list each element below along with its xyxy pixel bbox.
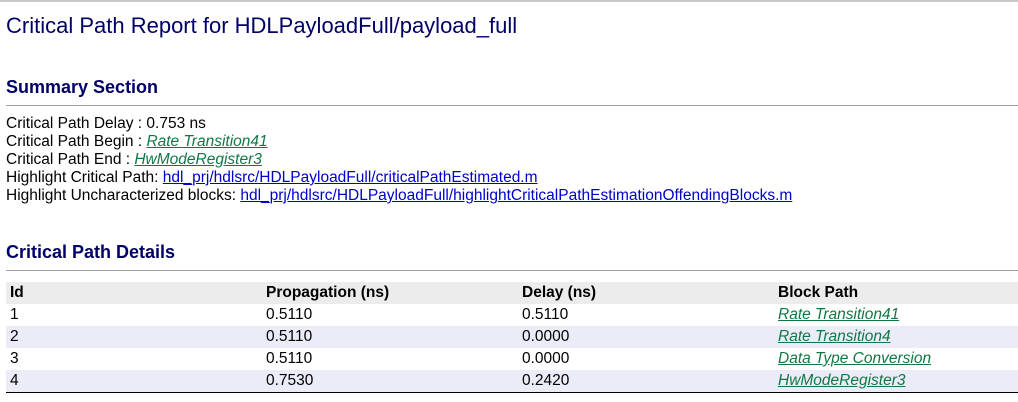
uncharacterized-script-link[interactable]: hdl_prj/hdlsrc/HDLPayloadFull/highlightC… xyxy=(240,187,793,204)
cell-delay: 0.0000 xyxy=(518,326,774,348)
table-row: 1 0.5110 0.5110 Rate Transition41 xyxy=(6,304,1018,326)
begin-block-link[interactable]: Rate Transition41 xyxy=(146,133,268,150)
highlight-critical-path-row: Highlight Critical Path: hdl_prj/hdlsrc/… xyxy=(6,169,792,187)
begin-label: Critical Path Begin : xyxy=(6,133,147,150)
cell-propagation: 0.5110 xyxy=(266,350,313,367)
cell-propagation: 0.5110 xyxy=(262,326,518,348)
highlight-uncharacterized-row: Highlight Uncharacterized blocks: hdl_pr… xyxy=(6,187,792,205)
column-header-block-path: Block Path xyxy=(774,282,1018,304)
table-header-row: Id Propagation (ns) Delay (ns) Block Pat… xyxy=(6,282,1018,304)
summary-section: Critical Path Delay : 0.753 ns Critical … xyxy=(6,115,792,205)
critical-path-begin-row: Critical Path Begin : Rate Transition41 xyxy=(6,133,792,151)
critical-path-end-row: Critical Path End : HwModeRegister3 xyxy=(6,151,792,169)
critical-path-delay-row: Critical Path Delay : 0.753 ns xyxy=(6,115,792,133)
details-heading: Critical Path Details xyxy=(6,242,176,262)
column-header-id: Id xyxy=(6,282,262,304)
block-path-link[interactable]: Data Type Conversion xyxy=(778,350,932,367)
summary-heading: Summary Section xyxy=(6,77,159,97)
block-path-link[interactable]: Rate Transition4 xyxy=(778,328,891,345)
cell-id: 2 xyxy=(6,326,262,348)
cell-block-path: Rate Transition41 xyxy=(774,304,1018,326)
cell-id: 1 xyxy=(10,306,19,323)
summary-divider xyxy=(6,105,1018,106)
details-divider xyxy=(6,270,1018,271)
cell-delay: 0.0000 xyxy=(522,350,570,367)
cell-block-path: HwModeRegister3 xyxy=(774,370,1018,393)
column-header-delay: Delay (ns) xyxy=(518,282,774,304)
end-block-link[interactable]: HwModeRegister3 xyxy=(134,151,262,168)
highlight-script-link[interactable]: hdl_prj/hdlsrc/HDLPayloadFull/criticalPa… xyxy=(162,169,538,186)
cell-propagation: 0.5110 xyxy=(266,306,313,323)
cell-delay: 0.2420 xyxy=(518,370,774,393)
block-path-link[interactable]: Rate Transition41 xyxy=(778,306,900,323)
highlight-label: Highlight Critical Path: xyxy=(6,169,163,186)
column-header-propagation: Propagation (ns) xyxy=(262,282,518,304)
cell-id: 3 xyxy=(10,350,19,367)
delay-value: 0.753 ns xyxy=(146,115,206,132)
uncharacterized-label: Highlight Uncharacterized blocks: xyxy=(6,187,241,204)
end-label: Critical Path End : xyxy=(6,151,135,168)
delay-label: Critical Path Delay : xyxy=(6,115,147,132)
table-row: 2 0.5110 0.0000 Rate Transition4 xyxy=(6,326,1018,348)
page-title: Critical Path Report for HDLPayloadFull/… xyxy=(6,13,518,38)
cell-block-path: Data Type Conversion xyxy=(774,348,1018,370)
table-row: 3 0.5110 0.0000 Data Type Conversion xyxy=(6,348,1018,370)
critical-path-table: Id Propagation (ns) Delay (ns) Block Pat… xyxy=(6,282,1018,393)
cell-block-path: Rate Transition4 xyxy=(774,326,1018,348)
cell-delay: 0.5110 xyxy=(522,306,569,323)
block-path-link[interactable]: HwModeRegister3 xyxy=(778,372,906,389)
cell-id: 4 xyxy=(6,370,262,393)
table-row: 4 0.7530 0.2420 HwModeRegister3 xyxy=(6,370,1018,393)
cell-propagation: 0.7530 xyxy=(262,370,518,393)
